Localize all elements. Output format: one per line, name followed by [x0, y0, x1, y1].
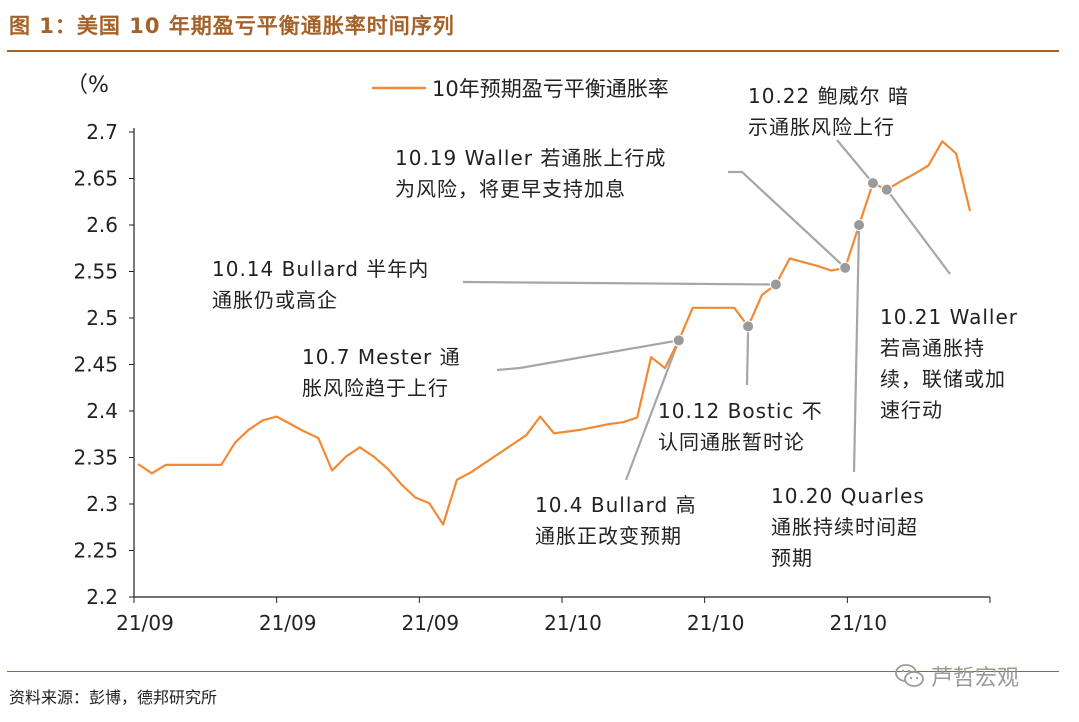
- y-unit-label: （%: [66, 73, 109, 98]
- watermark: 芦哲宏观: [895, 660, 1019, 692]
- top-rule: [7, 50, 1059, 52]
- annotation-text: 认同通胀暂时论: [658, 430, 805, 454]
- annotation-text: 10.7 Mester 通: [302, 345, 461, 369]
- event-marker: [853, 219, 866, 231]
- figure-header: 图 1：美国 10 年期盈亏平衡通胀率时间序列: [0, 0, 1062, 52]
- annotation-text: 预期: [771, 546, 813, 570]
- annotation-leader-line: [836, 139, 874, 184]
- y-tick-label: 2.3: [86, 492, 118, 516]
- series-line-breakeven: [137, 140, 972, 526]
- annotation-text: 10.12 Bostic 不: [658, 399, 823, 423]
- event-marker: [672, 334, 685, 347]
- annotation-text: 10.19 Waller 若通胀上行成: [395, 146, 666, 170]
- y-tick-label: 2.45: [73, 353, 118, 377]
- y-tick-label: 2.6: [86, 213, 118, 237]
- wechat-icon: [895, 664, 924, 687]
- annotation-text: 续，联储或加: [880, 367, 1006, 391]
- event-marker: [769, 278, 782, 291]
- annotation-text: 为风险，将更早支持加息: [395, 177, 626, 201]
- y-tick-label: 2.35: [73, 446, 118, 470]
- annotation-text: 若高通胀持: [880, 336, 985, 360]
- event-marker: [742, 320, 755, 333]
- annotation-text: 胀风险趋于上行: [302, 376, 449, 400]
- annotation-text: 10.21 Waller: [880, 305, 1018, 329]
- event-marker: [880, 183, 893, 196]
- annotation-leader-line: [728, 170, 846, 269]
- y-tick-label: 2.7: [86, 120, 118, 144]
- annotation-leader-line: [462, 280, 776, 286]
- y-tick-label: 2.2: [86, 585, 118, 609]
- annotation-text: 10.4 Bullard 高: [535, 493, 697, 517]
- y-tick-label: 2.5: [86, 306, 118, 330]
- watermark-text: 芦哲宏观: [931, 666, 1020, 691]
- y-tick-label: 2.55: [73, 260, 118, 284]
- x-tick-label: 21/10: [830, 611, 888, 635]
- bottom-rule: [7, 671, 1059, 672]
- annotation-text: 10.20 Quarles: [771, 484, 925, 508]
- source-note: 资料来源：彭博，德邦研究所: [9, 688, 218, 707]
- annotation-text: 示通胀风险上行: [748, 115, 895, 139]
- event-marker: [839, 261, 852, 274]
- y-tick-label: 2.4: [86, 399, 118, 423]
- event-marker: [866, 177, 879, 190]
- annotation-text: 通胀仍或高企: [212, 288, 338, 312]
- legend-label: 10年预期盈亏平衡通胀率: [432, 77, 669, 101]
- annotation-leader-line: [852, 224, 861, 473]
- y-tick-label: 2.65: [73, 167, 118, 191]
- x-tick-label: 21/09: [116, 611, 174, 635]
- annotation-text: 10.14 Bullard 半年内: [212, 257, 429, 281]
- x-tick-label: 21/09: [402, 611, 460, 635]
- annotation-leader-line: [745, 326, 750, 386]
- y-tick-label: 2.25: [73, 539, 118, 563]
- annotation-leader-line: [885, 189, 951, 275]
- figure-title: 图 1：美国 10 年期盈亏平衡通胀率时间序列: [9, 14, 455, 38]
- x-tick-label: 21/10: [687, 611, 745, 635]
- annotation-text: 10.22 鲍威尔 暗: [748, 84, 909, 108]
- annotation-text: 通胀持续时间超: [771, 515, 918, 539]
- annotation-leader-line: [624, 339, 680, 481]
- annotation-text: 速行动: [880, 398, 943, 422]
- annotation-text: 通胀正改变预期: [535, 524, 682, 548]
- x-tick-label: 21/09: [259, 611, 317, 635]
- x-tick-label: 21/10: [544, 611, 602, 635]
- annotation-leader-line: [496, 339, 679, 372]
